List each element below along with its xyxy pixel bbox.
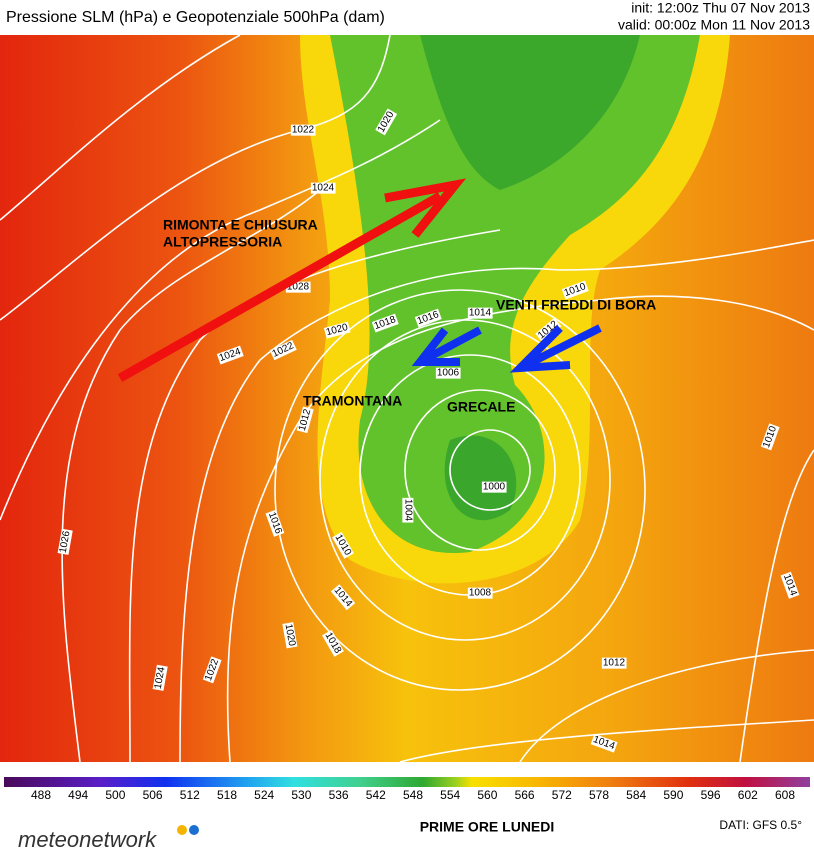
colorbar [4,777,810,787]
caption: PRIME ORE LUNEDI [420,819,555,835]
red-arrow [117,192,443,382]
isobar-label-bg [402,497,414,523]
isobar-label-bg [414,308,442,328]
annotation: ALTOPRESSORIA [163,234,282,250]
colorbar-tick-label: 488 [31,788,51,802]
colorbar-tick-label: 602 [738,788,758,802]
annotation: RIMONTA E CHIUSURA [163,217,318,233]
colorbar-tick-label: 518 [217,788,237,802]
isobar-label: 1028 [287,282,310,293]
colorbar-tick-label: 554 [440,788,460,802]
isobar-label-bg [322,629,344,657]
isobar-label: 1008 [469,588,492,599]
logo-dot [189,825,199,835]
isobar-label: 1014 [469,308,492,319]
valid-time: valid: 00:00z Mon 11 Nov 2013 [618,17,810,33]
annotation: VENTI FREDDI DI BORA [496,297,656,313]
arrows [117,178,602,382]
colorbar-ticks: 488 494 500 506 512 518 524 530 536 542 548 554 560 5… [31,788,795,802]
colorbar-tick-label: 584 [626,788,646,802]
blue-arrow [509,324,602,373]
colorbar-tick-label: 572 [552,788,572,802]
isobar-label-bg [467,587,493,599]
colorbar-tick-label: 524 [254,788,274,802]
colorbar-tick-label: 536 [329,788,349,802]
isobar-label-bg [535,317,562,343]
isobar-label-bg [375,108,398,136]
isobar-label-bg [290,124,316,136]
isobar-label: 1006 [437,368,460,379]
isobar-label: 1024 [312,183,335,194]
colorbar-tick-label: 548 [403,788,423,802]
isobar-label-bg [310,182,336,194]
isobar-label: 1004 [402,499,413,522]
colorbar-tick-label: 596 [701,788,721,802]
isobar-label-bg [282,622,298,649]
isobar-label-bg [285,281,311,293]
colorbar-tick-label: 542 [366,788,386,802]
colorbar-tick-label: 512 [180,788,200,802]
colorbar-tick-label: 566 [515,788,535,802]
isobar-label-bg [57,528,73,555]
isobar-label-bg [780,571,800,599]
colorbar-tick-label: 578 [589,788,609,802]
isobar-label-bg [760,423,780,451]
logo: meteonetwork [18,827,157,851]
isobar-label-bg [590,733,618,753]
title: Pressione SLM (hPa) e Geopotenziale 500h… [6,9,385,26]
colorbar-tick-label: 590 [663,788,683,802]
isobar-label: 1012 [603,658,626,669]
blue-arrow [411,326,482,366]
isobar-label: 1022 [292,125,315,136]
isobar-label-bg [330,584,356,611]
green-zone [330,35,700,554]
isobar-label-bg [467,307,493,319]
isobar-label: 1000 [483,482,506,493]
colorbar-tick-label: 494 [68,788,88,802]
logo-dot [177,825,187,835]
colorbar-tick-label: 500 [105,788,125,802]
dark-green-zone [420,35,640,190]
isobar-label-bg [371,313,399,333]
isobar-label-bg [152,664,168,691]
source: DATI: GFS 0.5° [719,818,802,832]
colorbar-tick-label: 608 [775,788,795,802]
isobar-label-bg [323,321,351,339]
isobar-label-bg [296,406,314,434]
isobar-label-bg [601,657,627,669]
colorbar-tick-label: 560 [477,788,497,802]
isobar-label-bg [216,345,244,365]
isobar-label: 1024 [153,666,168,690]
isobar-label-bg [202,656,222,684]
isobar-label-bg [481,481,507,493]
isobar-label-bg [269,339,297,361]
colorbar-tick-label: 530 [291,788,311,802]
isobar-label: 1026 [58,530,73,554]
red-arrowhead [384,178,467,238]
annotation: TRAMONTANA [303,393,402,409]
isobar-label-bg [265,509,285,537]
isobar-label: 1020 [283,623,298,647]
isobar-label-bg [332,531,354,559]
isobar-label-bg [435,367,461,379]
isobar-label-bg [561,280,589,300]
colorbar-tick-label: 506 [143,788,163,802]
annotation: GRECALE [447,399,515,415]
init-time: init: 12:00z Thu 07 Nov 2013 [631,0,810,16]
